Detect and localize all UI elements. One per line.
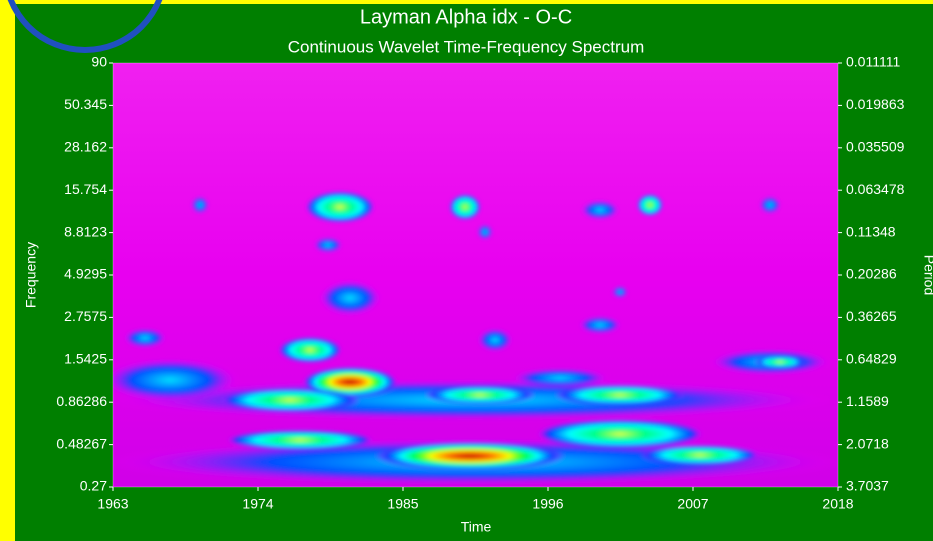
y-tick-label: 15.754	[64, 181, 107, 197]
spectrum-blob	[313, 237, 343, 253]
y-tick-label: 1.5425	[64, 351, 107, 367]
spectrum-blob	[555, 385, 685, 405]
spectrum-blob	[759, 196, 781, 214]
spectrum-blob	[225, 430, 375, 450]
y-tick-label: 2.7575	[64, 308, 107, 324]
y-tick-label: 0.86286	[56, 393, 107, 409]
y2-tick-label: 0.11348	[846, 223, 896, 239]
spectrum-blob	[477, 328, 513, 352]
spectrum-blob	[640, 445, 760, 465]
spectrum-blobs	[113, 191, 838, 486]
y2-tick-label: 1.1589	[846, 393, 889, 409]
spectrum	[113, 63, 838, 487]
y-tick-label: 8.8123	[64, 223, 107, 239]
y-tick-label: 90	[91, 54, 107, 70]
x-tick-label: 2018	[822, 496, 853, 512]
spectrum-blob	[375, 442, 565, 470]
spectrum-blob	[318, 280, 382, 316]
y-tick-label: 28.162	[64, 139, 107, 155]
x-tick-label: 2007	[677, 496, 708, 512]
spectrum-blob	[510, 368, 610, 388]
x-tick-label: 1974	[242, 496, 273, 512]
spectrum-blob	[220, 388, 360, 412]
spectrum-blob	[535, 419, 705, 449]
y2-axis-label: Period	[921, 255, 933, 295]
frame-edge	[0, 0, 933, 4]
spectrum-blob	[755, 356, 805, 368]
spectrum-blob	[302, 367, 398, 397]
y2-tick-label: 0.36265	[846, 308, 897, 324]
spectrum-background	[113, 63, 838, 487]
spectrum-blob	[425, 386, 535, 404]
chart-title: Layman Alpha idx - O-C	[360, 6, 572, 28]
x-tick-label: 1996	[532, 496, 563, 512]
spectrum-blob	[113, 358, 240, 402]
frame-edge	[0, 0, 15, 541]
y2-tick-label: 0.011111	[846, 54, 900, 70]
y-tick-label: 4.9295	[64, 266, 107, 282]
x-tick-label: 1963	[97, 496, 128, 512]
y-axis-label: Frequency	[23, 242, 39, 308]
chart-subtitle: Continuous Wavelet Time-Frequency Spectr…	[288, 37, 645, 56]
y2-tick-label: 0.063478	[846, 181, 905, 197]
decoration	[7, 0, 163, 53]
spectrum-blob	[578, 316, 622, 334]
spectrum-blob	[449, 194, 481, 220]
x-axis-label: Time	[461, 519, 492, 535]
y-tick-label: 0.48267	[56, 435, 107, 451]
y2-tick-label: 3.7037	[846, 478, 889, 494]
y2-tick-label: 0.035509	[846, 139, 905, 155]
spectrum-blob	[612, 286, 628, 298]
spectrum-blob	[191, 196, 209, 214]
y2-tick-label: 0.64829	[846, 351, 897, 367]
x-tick-label: 1985	[387, 496, 418, 512]
spectrum-blob	[477, 224, 493, 240]
y2-tick-label: 2.0718	[846, 435, 889, 451]
y2-tick-label: 0.20286	[846, 266, 897, 282]
spectrum-blob	[580, 200, 620, 220]
spectrum-blob	[305, 191, 375, 223]
spectrum-blob	[637, 194, 663, 216]
y-tick-label: 50.345	[64, 96, 107, 112]
y2-tick-label: 0.019863	[846, 96, 905, 112]
y-tick-label: 0.27	[80, 478, 107, 494]
spectrum-blob	[278, 337, 342, 363]
spectrum-blob	[123, 328, 167, 348]
